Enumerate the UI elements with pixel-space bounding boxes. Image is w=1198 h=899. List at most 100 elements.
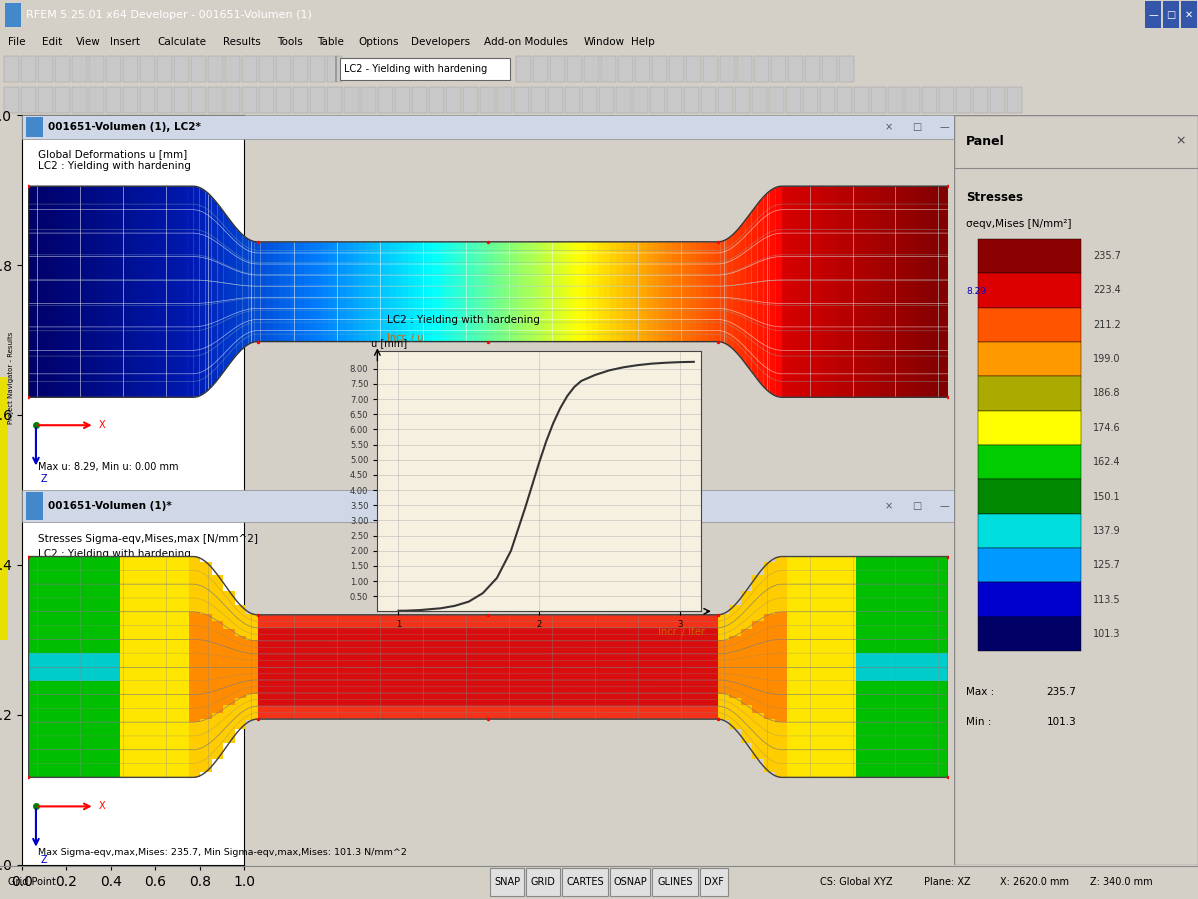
Polygon shape xyxy=(925,570,936,584)
Polygon shape xyxy=(798,611,810,626)
Polygon shape xyxy=(833,681,845,695)
Polygon shape xyxy=(188,598,200,612)
Polygon shape xyxy=(476,687,488,693)
Polygon shape xyxy=(143,570,155,584)
Polygon shape xyxy=(730,674,740,682)
Polygon shape xyxy=(763,601,775,614)
Polygon shape xyxy=(637,654,648,661)
Polygon shape xyxy=(407,667,418,673)
Polygon shape xyxy=(28,186,34,397)
Polygon shape xyxy=(752,713,763,725)
Polygon shape xyxy=(430,615,442,621)
Polygon shape xyxy=(73,570,85,584)
Polygon shape xyxy=(936,626,948,639)
Polygon shape xyxy=(751,204,757,379)
Polygon shape xyxy=(315,687,327,693)
Polygon shape xyxy=(407,641,418,647)
Polygon shape xyxy=(62,584,73,598)
Bar xyxy=(805,56,819,83)
Polygon shape xyxy=(942,186,948,397)
Bar xyxy=(38,86,53,113)
Polygon shape xyxy=(623,242,629,342)
Polygon shape xyxy=(913,750,925,763)
Polygon shape xyxy=(407,621,418,628)
Polygon shape xyxy=(40,763,50,778)
Polygon shape xyxy=(890,584,902,598)
Polygon shape xyxy=(395,706,407,713)
Polygon shape xyxy=(430,667,442,673)
Polygon shape xyxy=(740,657,752,667)
Polygon shape xyxy=(350,621,361,628)
Polygon shape xyxy=(730,644,740,652)
Polygon shape xyxy=(625,621,637,628)
Bar xyxy=(190,86,206,113)
Polygon shape xyxy=(338,647,350,654)
Polygon shape xyxy=(389,242,395,342)
Polygon shape xyxy=(787,639,798,654)
Polygon shape xyxy=(385,628,395,635)
Polygon shape xyxy=(108,750,120,763)
Polygon shape xyxy=(740,677,752,686)
Polygon shape xyxy=(200,641,212,654)
Polygon shape xyxy=(902,681,913,695)
Polygon shape xyxy=(821,611,833,626)
Polygon shape xyxy=(787,681,798,695)
Polygon shape xyxy=(913,556,925,570)
Polygon shape xyxy=(910,186,916,397)
Polygon shape xyxy=(878,556,890,570)
Polygon shape xyxy=(28,584,40,598)
Polygon shape xyxy=(533,647,545,654)
Polygon shape xyxy=(418,628,430,635)
Polygon shape xyxy=(752,725,763,736)
Polygon shape xyxy=(763,733,775,745)
Polygon shape xyxy=(925,598,936,611)
Polygon shape xyxy=(420,242,426,342)
Polygon shape xyxy=(476,621,488,628)
Polygon shape xyxy=(258,647,270,654)
Polygon shape xyxy=(383,242,389,342)
Polygon shape xyxy=(315,706,327,713)
Polygon shape xyxy=(867,598,878,611)
Polygon shape xyxy=(660,706,672,713)
Polygon shape xyxy=(418,680,430,687)
Bar xyxy=(754,56,769,83)
Polygon shape xyxy=(545,621,557,628)
Polygon shape xyxy=(683,654,695,661)
Polygon shape xyxy=(131,722,143,736)
Polygon shape xyxy=(327,667,338,673)
Polygon shape xyxy=(683,706,695,713)
Text: 001651-Volumen (1), LC2*: 001651-Volumen (1), LC2* xyxy=(48,122,200,132)
Text: Incr. / u: Incr. / u xyxy=(387,333,423,343)
Polygon shape xyxy=(465,687,476,693)
Polygon shape xyxy=(50,556,62,570)
Polygon shape xyxy=(453,706,465,713)
Polygon shape xyxy=(223,696,235,705)
Polygon shape xyxy=(683,615,695,621)
Polygon shape xyxy=(695,635,706,641)
Polygon shape xyxy=(385,713,395,719)
Polygon shape xyxy=(545,654,557,661)
Polygon shape xyxy=(77,186,83,397)
Polygon shape xyxy=(890,708,902,722)
Polygon shape xyxy=(34,186,40,397)
Polygon shape xyxy=(500,706,510,713)
Polygon shape xyxy=(557,628,568,635)
Polygon shape xyxy=(798,708,810,722)
Polygon shape xyxy=(695,699,706,706)
Polygon shape xyxy=(557,615,568,621)
Bar xyxy=(788,56,803,83)
Polygon shape xyxy=(936,763,948,778)
Polygon shape xyxy=(878,681,890,695)
Bar xyxy=(822,56,837,83)
Polygon shape xyxy=(718,634,730,640)
Polygon shape xyxy=(407,680,418,687)
Polygon shape xyxy=(798,750,810,763)
Polygon shape xyxy=(510,713,522,719)
Polygon shape xyxy=(292,621,303,628)
Polygon shape xyxy=(73,556,85,570)
Polygon shape xyxy=(890,570,902,584)
Polygon shape xyxy=(855,763,867,778)
Polygon shape xyxy=(297,242,303,342)
Polygon shape xyxy=(28,611,40,626)
Polygon shape xyxy=(143,736,155,750)
